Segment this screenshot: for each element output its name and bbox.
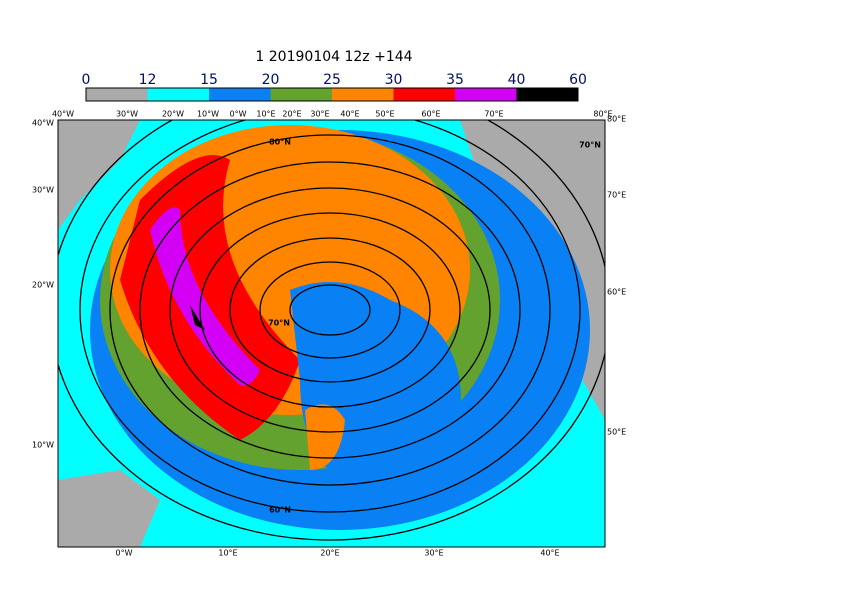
right-graticule-label: 70°E — [607, 191, 626, 200]
colorbar-segment — [455, 88, 517, 101]
right-graticule-label: 50°E — [607, 428, 626, 437]
graticule-labels: 40°W 30°W 20°W 10°W 0°W 10°E 20°E 30°E 40°E 50°E 6… — [32, 110, 626, 558]
colorbar-label: 35 — [446, 72, 464, 88]
colorbar-label: 60 — [569, 72, 587, 88]
right-graticule-label: 80°E — [607, 115, 626, 124]
title: 1 20190104 12z +144 — [255, 49, 412, 65]
top-graticule-label: 40°E — [340, 110, 359, 119]
left-graticule-label: 40°W — [32, 119, 54, 128]
inner-graticule-label: 80°N — [269, 138, 291, 147]
top-graticule-label: 70°E — [484, 110, 503, 119]
colorbar-segment — [147, 88, 209, 101]
colorbar-frame — [85, 87, 579, 102]
top-graticule-label: 30°E — [310, 110, 329, 119]
colorbar-segment — [516, 88, 578, 101]
colorbar-label: 30 — [385, 72, 403, 88]
map-field — [58, 120, 605, 547]
top-graticule-label: 20°E — [282, 110, 301, 119]
colorbar-label: 40 — [508, 72, 526, 88]
top-graticule-label: 40°W — [52, 110, 74, 119]
bottom-graticule-label: 0°W — [116, 549, 133, 558]
colorbar-segment — [270, 88, 332, 101]
top-graticule-label: 30°W — [116, 110, 138, 119]
bottom-graticule-label: 30°E — [424, 549, 443, 558]
bottom-graticule-label: 20°E — [320, 549, 339, 558]
top-graticule-label: 10°W — [197, 110, 219, 119]
colorbar-label: 25 — [323, 72, 341, 88]
top-graticule-label: 20°W — [162, 110, 184, 119]
colorbar-label: 20 — [262, 72, 280, 88]
left-graticule-label: 20°W — [32, 281, 54, 290]
top-graticule-label: 60°E — [421, 110, 440, 119]
colorbar-label: 15 — [200, 72, 218, 88]
top-graticule-label: 80°E — [593, 110, 612, 119]
top-graticule-label: 0°W — [230, 110, 247, 119]
top-graticule-label: 50°E — [375, 110, 394, 119]
inner-graticule-label: 70°N — [579, 141, 601, 150]
bottom-graticule-label: 40°E — [540, 549, 559, 558]
colorbar-segment — [332, 88, 394, 101]
colorbar: 0 12 15 20 25 30 35 40 60 — [82, 72, 587, 102]
right-graticule-label: 60°E — [607, 288, 626, 297]
map-frame — [57, 119, 606, 548]
left-graticule-label: 30°W — [32, 186, 54, 195]
bottom-graticule-label: 10°E — [218, 549, 237, 558]
left-graticule-label: 10°W — [32, 441, 54, 450]
inner-graticule-label: 70°N — [268, 319, 290, 328]
colorbar-label: 0 — [82, 72, 91, 88]
colorbar-segment — [86, 88, 148, 101]
colorbar-segment — [393, 88, 455, 101]
inner-graticule-label: 60°N — [269, 506, 291, 515]
top-graticule-label: 10°E — [256, 110, 275, 119]
colorbar-segment — [209, 88, 271, 101]
colorbar-label: 12 — [139, 72, 157, 88]
